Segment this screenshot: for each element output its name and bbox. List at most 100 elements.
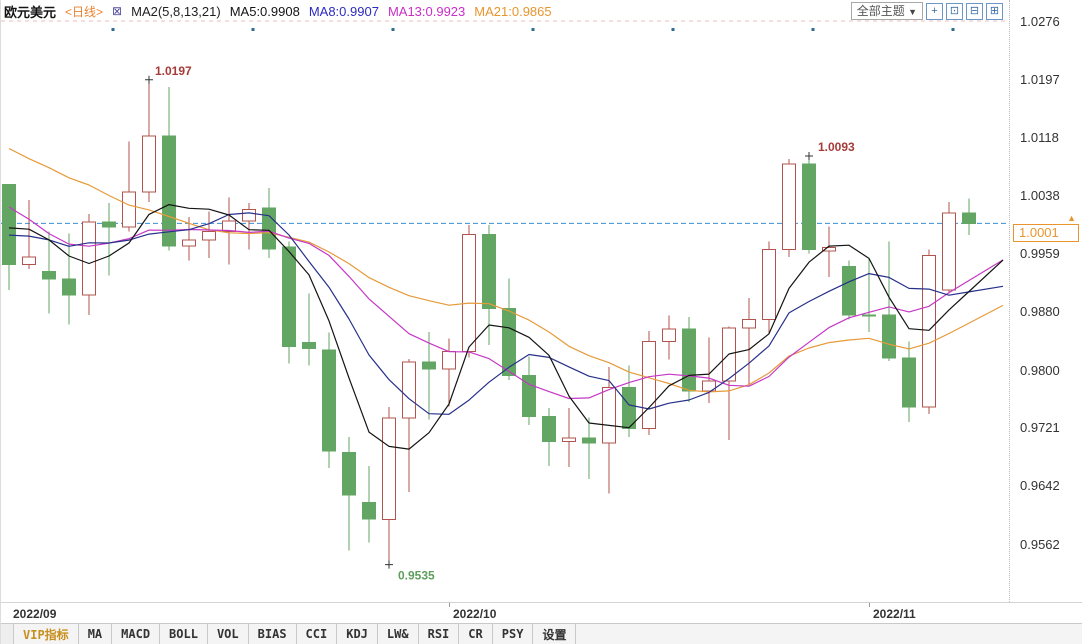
indicator-icon[interactable]: ⊠ [112,4,123,18]
extreme-cross-marker [805,152,813,160]
candle-body [702,380,716,392]
date-label-november: 2022/11 [873,607,916,621]
indicator-tab-kdj[interactable]: KDJ [337,624,378,644]
candle-body [382,417,396,520]
interval-dot [531,28,535,31]
ma13-line [8,206,1004,400]
y-axis-label: 0.9800 [1020,363,1060,378]
interval-dot [951,28,955,31]
indicator-tab-cci[interactable]: CCI [297,624,338,644]
candle-body [102,221,116,228]
indicator-tab-[interactable]: 设置 [533,624,577,644]
candle-body [222,220,236,232]
indicator-tab-rsi[interactable]: RSI [419,624,460,644]
extreme-cross-marker [385,560,393,569]
candle-body [822,247,836,252]
candle-body [282,246,296,347]
candle-body [242,209,256,222]
candlestick-chart[interactable]: 1.0197 0.9535 1.0093 [1,0,1009,602]
chevron-down-icon: ▼ [908,7,917,17]
indicator-tab-ma[interactable]: MA [79,624,113,644]
candle-body [762,249,776,320]
ma21-value-label: MA21:0.9865 [474,3,552,19]
ma21-line [8,147,1004,393]
indicator-tab-bias[interactable]: BIAS [249,624,297,644]
price-axis: 1.0001 ▲ 1.0276 1.0197 1.0118 1.0038 0.9959 0… [1009,0,1082,602]
ma8-line [8,212,1004,415]
crosshair-icon[interactable]: + [926,2,943,20]
candle-body [442,351,456,370]
last-price-tag: 1.0001 [1013,224,1079,242]
y-axis-label: 0.9642 [1020,478,1060,493]
y-axis-label: 1.0118 [1020,130,1059,145]
indicator-tab-cr[interactable]: CR [459,624,493,644]
interval-dot [111,28,115,31]
candle-body [22,256,36,265]
candle-body [2,184,16,265]
price-up-arrow-icon: ▲ [1067,213,1076,223]
indicator-tab-boll[interactable]: BOLL [160,624,208,644]
candle-body [642,340,656,429]
candle-body [302,342,316,350]
interval-dot [671,28,675,31]
month-tick [869,603,870,607]
candle-body [582,437,596,444]
y-axis-label: 1.0197 [1020,72,1060,87]
period-label[interactable]: <日线> [65,4,104,19]
indicator-tab-bar: VIP指标 MA MACD BOLL VOL BIAS CCI KDJ LW& RSI CR PSY 设… [1,623,1082,644]
extreme-cross-marker [145,75,153,84]
candle-body [462,233,476,353]
candle-body [402,361,416,419]
candle-body [562,437,576,443]
interval-dot [391,28,395,31]
candle-body [802,163,816,251]
date-axis: 2022/09 2022/10 2022/11 [1,602,1082,624]
candle-body [882,314,896,359]
ma8-value-label: MA8:0.9907 [308,3,379,19]
candle-body [62,278,76,296]
candle-body [922,255,936,408]
y-axis-label: 0.9721 [1020,420,1060,435]
indicator-tab-lw[interactable]: LW& [378,624,419,644]
candle-body [122,191,136,228]
interval-dot [811,28,815,31]
candle-body [782,163,796,251]
ma5-value-label: MA5:0.9908 [229,3,300,19]
candle-body [182,239,196,247]
indicator-name-label: MA2(5,8,13,21) [131,3,221,19]
candle-body [502,307,516,377]
y-axis-label: 1.0038 [1020,188,1060,203]
indicator-tab-psy[interactable]: PSY [493,624,534,644]
candle-body [942,212,956,291]
price-annotation: 1.0093 [818,140,855,154]
candle-body [162,135,176,247]
candle-body [342,452,356,496]
price-annotation: 1.0197 [155,64,192,78]
toolbar-collapse-icon[interactable] [1,624,14,644]
y-axis-label: 0.9880 [1020,304,1060,319]
theme-dropdown[interactable]: 全部主题 ▼ [850,2,923,20]
candle-body [842,266,856,316]
candle-body [662,328,676,342]
candle-body [202,230,216,241]
chart-header: 欧元美元 <日线> ⊠ MA2(5,8,13,21) MA5:0.9908 MA… [1,0,1082,22]
last-price-value: 1.0001 [1019,225,1059,240]
indicator-tab-macd[interactable]: MACD [112,624,161,644]
header-toolbar: 全部主题 ▼ + ⊡ ⊟ ⊞ [850,2,1082,20]
month-tick [449,603,450,607]
interval-dot [251,28,255,31]
scroll-right-icon[interactable]: ⊞ [986,2,1003,20]
candle-body [262,207,276,250]
scroll-left-icon[interactable]: ⊟ [966,2,983,20]
candle-body [602,386,616,444]
candle-body [42,271,56,280]
region-zoom-icon[interactable]: ⊡ [946,2,963,20]
candle-body [962,212,976,224]
candle-body [82,221,96,296]
candle-body [142,135,156,193]
indicator-tab-vol[interactable]: VOL [208,624,249,644]
indicator-tab-vip[interactable]: VIP指标 [14,624,79,644]
candle-body [622,386,636,429]
theme-dropdown-label: 全部主题 [856,4,905,18]
